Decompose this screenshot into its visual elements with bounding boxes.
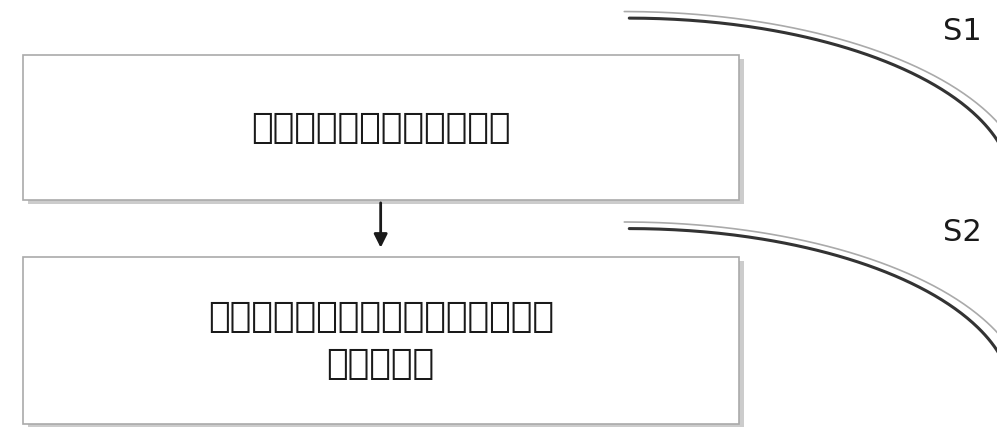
Text: 获取光缆路由的初始波形图: 获取光缆路由的初始波形图: [251, 111, 510, 145]
Bar: [23, 56, 739, 200]
Text: 根据初始波形图获取所述光纤的状态
信息并显示: 根据初始波形图获取所述光纤的状态 信息并显示: [208, 300, 554, 381]
Text: S2: S2: [943, 218, 982, 247]
Text: S1: S1: [943, 17, 982, 46]
Bar: [23, 257, 739, 424]
Bar: [28, 59, 744, 204]
Bar: [28, 261, 744, 427]
